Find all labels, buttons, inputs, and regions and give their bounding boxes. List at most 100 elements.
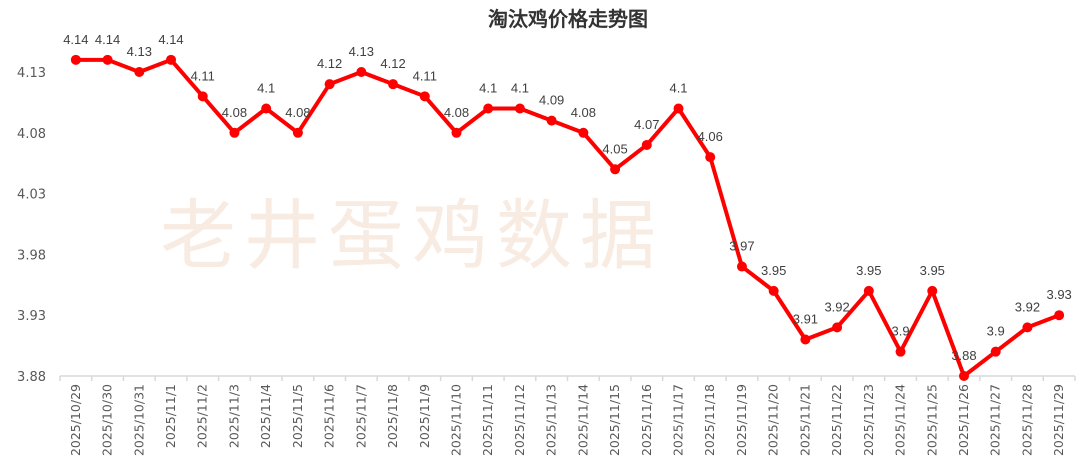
data-label: 4.1	[257, 80, 275, 95]
data-label: 4.11	[413, 68, 437, 83]
y-tick-label: 3.93	[17, 309, 46, 324]
x-tick-label: 2025/11/1	[163, 384, 178, 448]
x-tick-label: 2025/11/14	[575, 384, 590, 456]
x-tick-label: 2025/11/4	[258, 384, 273, 448]
data-label: 4.05	[602, 141, 627, 156]
data-label: 4.06	[698, 129, 723, 144]
x-tick-label: 2025/11/29	[1051, 384, 1066, 456]
data-label: 3.9	[892, 324, 910, 339]
data-point	[356, 67, 367, 77]
data-label: 4.08	[222, 105, 247, 120]
x-tick-label: 2025/11/25	[924, 384, 939, 456]
data-label: 3.95	[856, 263, 881, 278]
data-point	[134, 67, 145, 77]
data-point	[388, 79, 399, 90]
data-label: 4.07	[634, 117, 659, 132]
x-tick-label: 2025/11/26	[956, 384, 971, 456]
x-tick-label: 2025/11/15	[607, 384, 622, 456]
y-tick-label: 3.88	[17, 370, 46, 385]
data-label: 4.08	[444, 105, 469, 120]
data-label: 4.12	[317, 56, 342, 71]
data-point	[610, 164, 621, 175]
x-tick-label: 2025/11/20	[766, 384, 781, 456]
data-label: 4.1	[511, 80, 529, 95]
data-label: 3.95	[920, 263, 945, 278]
y-tick-label: 3.98	[17, 248, 46, 263]
y-tick-label: 4.03	[17, 188, 46, 203]
data-label: 3.92	[1015, 299, 1040, 314]
data-point	[958, 371, 969, 381]
x-tick-label: 2025/11/10	[448, 384, 463, 456]
watermark: 老井蛋鸡数据	[160, 191, 664, 280]
data-point	[768, 285, 779, 296]
x-tick-label: 2025/11/8	[385, 384, 400, 448]
x-tick-label: 2025/11/12	[512, 384, 527, 456]
x-tick-label: 2025/11/16	[639, 384, 654, 456]
data-point	[673, 103, 684, 114]
data-point	[1022, 322, 1033, 333]
data-point	[197, 91, 208, 102]
x-tick-label: 2025/11/17	[671, 384, 686, 456]
data-label: 4.1	[669, 80, 687, 95]
data-label: 4.14	[158, 32, 183, 47]
data-label: 3.92	[824, 299, 849, 314]
y-tick-label: 4.13	[17, 66, 46, 81]
x-tick-label: 2025/11/28	[1019, 384, 1034, 456]
data-point	[324, 79, 335, 90]
data-label: 4.12	[380, 56, 405, 71]
x-tick-label: 2025/11/19	[734, 384, 749, 456]
data-point	[292, 127, 303, 138]
data-label: 4.09	[539, 93, 564, 108]
x-tick-label: 2025/11/13	[544, 384, 559, 456]
data-point	[514, 103, 525, 114]
x-tick-label: 2025/11/9	[417, 384, 432, 448]
x-tick-label: 2025/11/21	[797, 384, 812, 456]
data-label: 4.11	[191, 68, 215, 83]
data-point	[166, 54, 177, 65]
data-label: 4.08	[571, 105, 596, 120]
data-point	[832, 322, 843, 333]
data-point	[546, 115, 557, 126]
data-point	[895, 346, 906, 357]
data-label: 4.1	[479, 80, 497, 95]
x-tick-label: 2025/11/3	[226, 384, 241, 448]
data-label: 3.9	[987, 324, 1005, 339]
data-point	[990, 346, 1001, 357]
data-label: 3.97	[729, 239, 754, 254]
x-tick-label: 2025/10/29	[68, 384, 83, 456]
data-label: 4.14	[63, 32, 88, 47]
data-point	[229, 127, 240, 138]
data-label: 4.08	[285, 105, 310, 120]
x-tick-label: 2025/11/7	[353, 384, 368, 448]
price-line	[75, 57, 1060, 378]
data-point	[800, 334, 811, 345]
data-point	[261, 103, 272, 114]
data-point	[736, 261, 747, 272]
data-label: 4.13	[349, 44, 374, 59]
data-label: 3.91	[793, 312, 818, 327]
x-tick-label: 2025/11/5	[290, 384, 305, 448]
x-tick-label: 2025/11/24	[893, 384, 908, 456]
data-label: 3.95	[761, 263, 786, 278]
chart-title: 淘汰鸡价格走势图	[488, 7, 648, 31]
data-point	[451, 127, 462, 138]
data-point	[70, 54, 81, 65]
x-tick-label: 2025/10/30	[100, 384, 115, 456]
data-label: 4.13	[127, 44, 152, 59]
x-tick-label: 2025/11/23	[861, 384, 876, 456]
data-point	[483, 103, 494, 114]
x-tick-label: 2025/11/2	[195, 384, 210, 448]
data-point	[641, 139, 652, 150]
x-tick-label: 2025/11/22	[829, 384, 844, 456]
x-tick-label: 2025/11/6	[322, 384, 337, 448]
data-point	[927, 285, 938, 296]
data-point	[578, 127, 589, 138]
data-point	[863, 285, 874, 296]
data-label: 3.93	[1046, 287, 1071, 302]
data-point	[1054, 310, 1065, 321]
data-label: 4.14	[95, 32, 120, 47]
data-label: 3.88	[951, 348, 976, 363]
data-point	[102, 54, 113, 65]
